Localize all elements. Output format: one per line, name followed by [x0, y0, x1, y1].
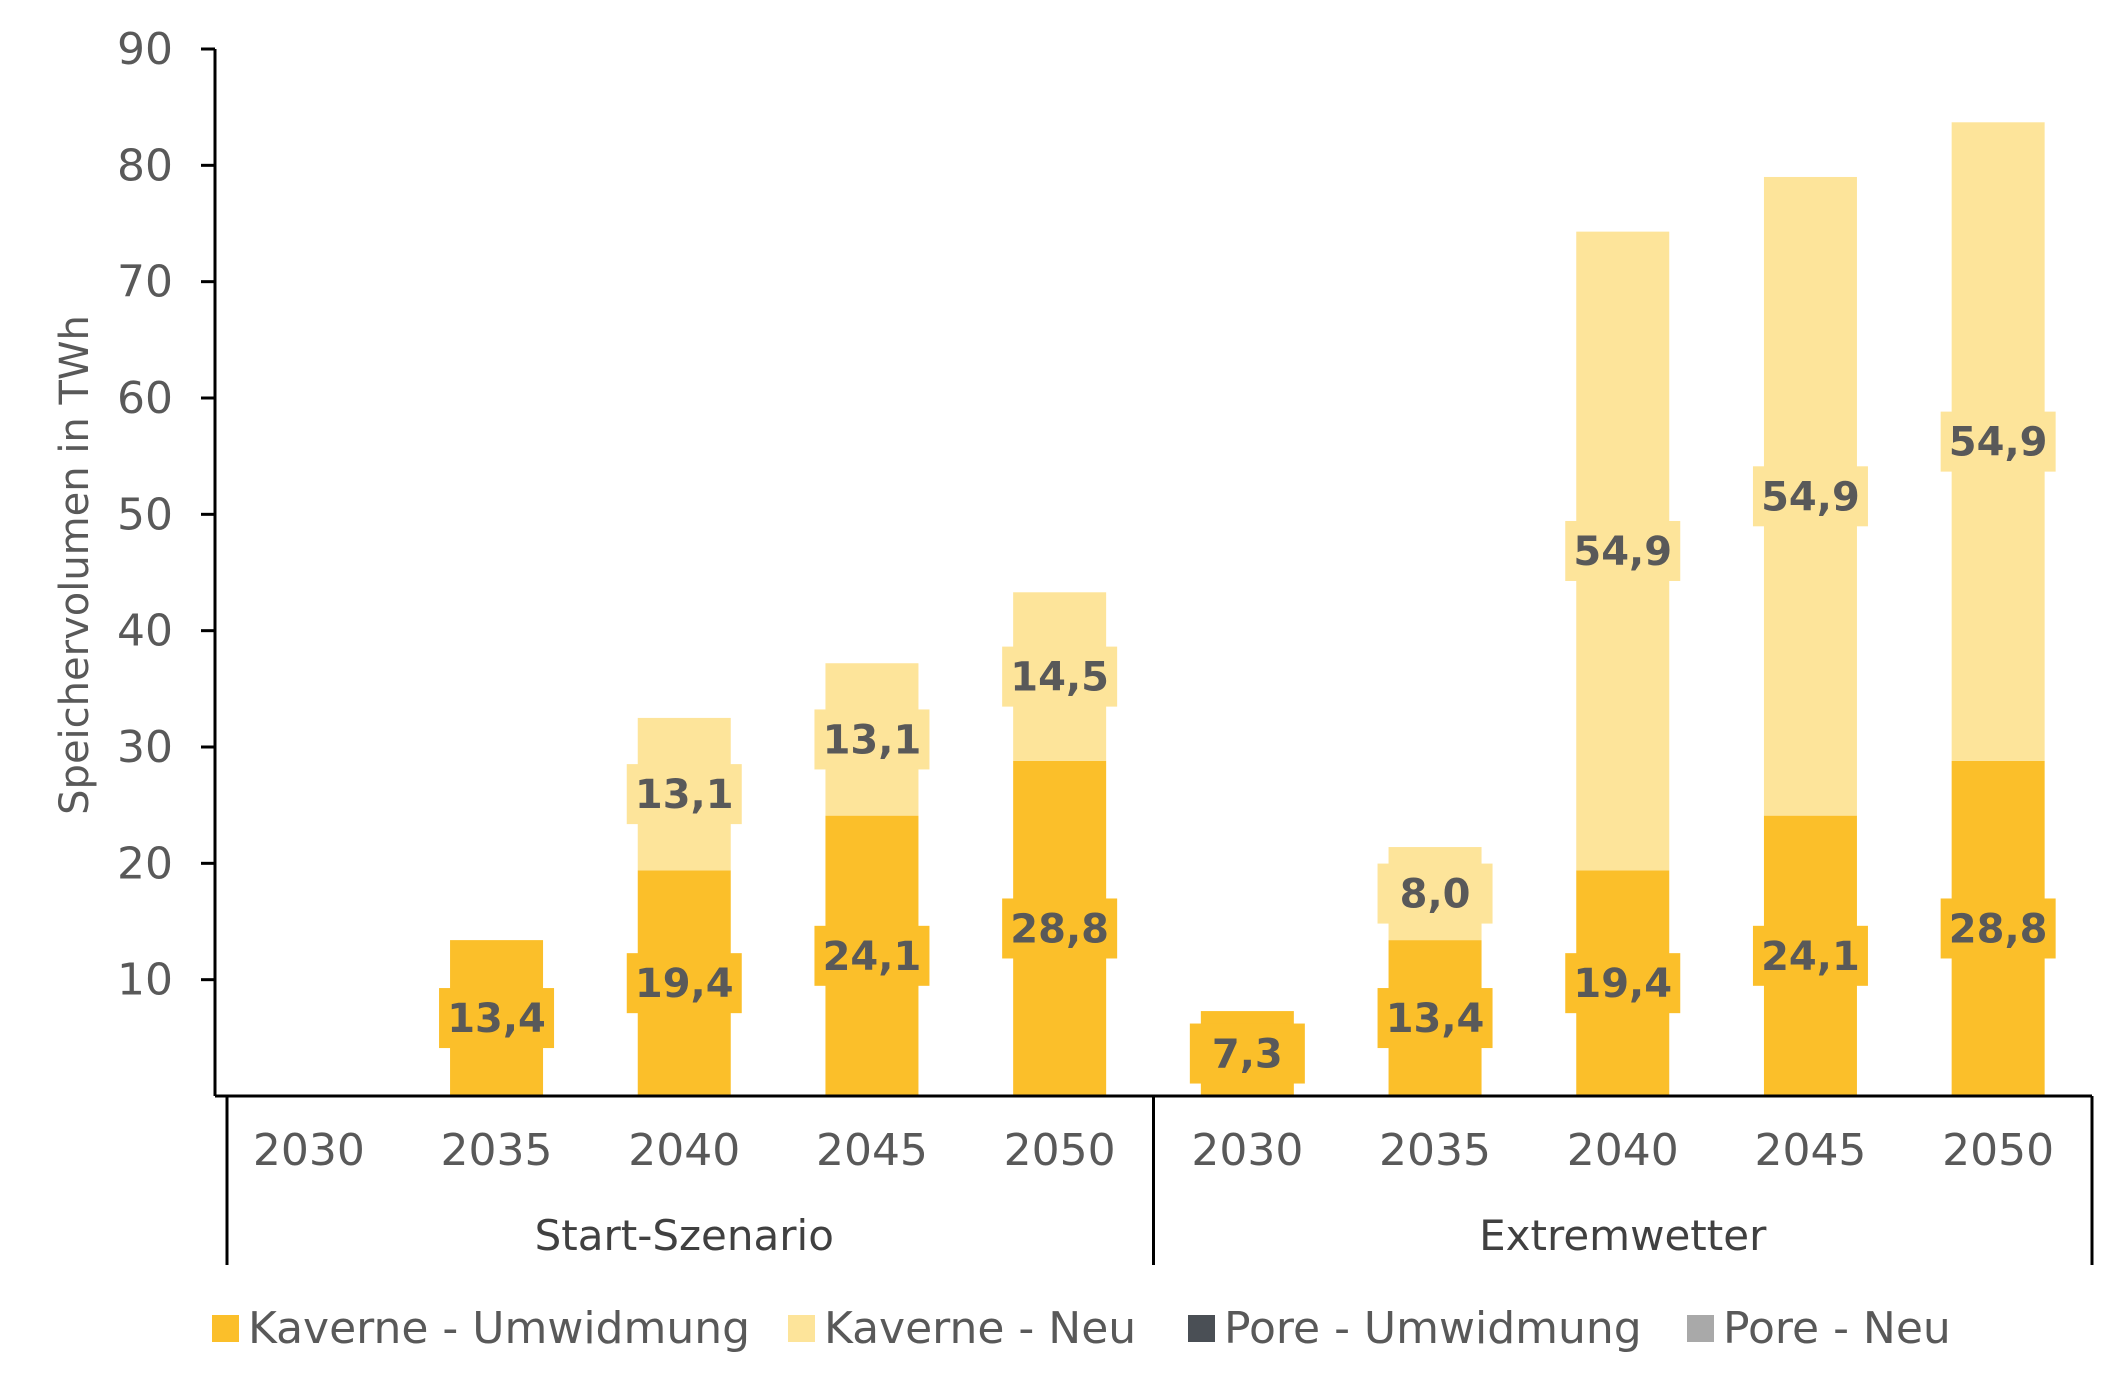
x-axis: 2030 2035 2040 2045 2050 Start-Szenario 2030 20…: [215, 1094, 2094, 1265]
x-tick-label: 2040: [628, 1125, 740, 1176]
data-label: 13,4: [447, 996, 546, 1042]
y-axis: 10 20 30 40 50 60 70 80 90: [117, 24, 217, 1096]
x-tick-label: 2030: [253, 1125, 365, 1176]
data-label: 54,9: [1573, 529, 1672, 575]
data-labels: 13,4 19,4 13,1 24,1 13,1 28,8 14,5 7,3 13,4 8,0 19…: [439, 411, 2056, 1084]
legend-swatch: [1188, 1315, 1215, 1342]
x-tick-label: 2050: [1942, 1125, 2054, 1176]
data-label: 14,5: [1010, 655, 1109, 701]
legend-label: Pore - Neu: [1723, 1303, 1951, 1354]
y-tick-label: 70: [117, 257, 173, 308]
legend-swatch: [212, 1315, 239, 1342]
data-label-box: [1752, 925, 1868, 986]
data-label: 19,4: [635, 961, 734, 1007]
y-tick-label: 10: [117, 955, 173, 1006]
data-label: 54,9: [1949, 420, 2048, 466]
data-label: 8,0: [1400, 872, 1471, 918]
data-label-box: [814, 925, 930, 986]
legend-label: Kaverne - Neu: [824, 1303, 1136, 1354]
data-label: 28,8: [1949, 906, 2048, 952]
data-label: 13,1: [635, 772, 734, 818]
data-label: 7,3: [1212, 1032, 1283, 1078]
data-label: 13,1: [823, 717, 922, 763]
data-label-box: [439, 988, 555, 1049]
data-label: 24,1: [1761, 934, 1860, 980]
y-tick-label: 50: [117, 489, 173, 540]
x-tick-label: 2040: [1567, 1125, 1679, 1176]
data-label-box: [1565, 520, 1681, 581]
x-tick-label: 2035: [1379, 1125, 1491, 1176]
data-label-box: [626, 953, 742, 1014]
legend-swatch: [1687, 1315, 1714, 1342]
data-label-box: [1565, 953, 1681, 1014]
data-label-box: [1940, 898, 2056, 959]
x-tick-label: 2035: [441, 1125, 553, 1176]
y-tick-label: 30: [117, 722, 173, 773]
data-label-box: [1940, 411, 2056, 472]
legend-swatch: [788, 1315, 815, 1342]
data-label-box: [1377, 988, 1493, 1049]
legend-label: Pore - Umwidmung: [1224, 1303, 1642, 1354]
y-tick-label: 40: [117, 606, 173, 657]
group-label: Extremwetter: [1479, 1211, 1767, 1260]
x-tick-label: 2050: [1004, 1125, 1116, 1176]
data-label: 28,8: [1010, 906, 1109, 952]
group-label: Start-Szenario: [535, 1211, 834, 1260]
data-label: 54,9: [1761, 474, 1860, 520]
y-tick-label: 90: [117, 24, 173, 75]
x-tick-label: 2045: [1754, 1125, 1866, 1176]
y-tick-label: 80: [117, 140, 173, 191]
y-tick-label: 20: [117, 838, 173, 889]
legend: Kaverne - Umwidmung Kaverne - Neu Pore - U…: [212, 1303, 1951, 1354]
x-tick-label: 2045: [816, 1125, 928, 1176]
y-tick-label: 60: [117, 373, 173, 424]
x-tick-label: 2030: [1191, 1125, 1303, 1176]
data-label-box: [626, 764, 742, 825]
legend-label: Kaverne - Umwidmung: [248, 1303, 750, 1354]
y-axis-title: Speichervolumen in TWh: [52, 315, 98, 815]
data-label: 19,4: [1573, 961, 1672, 1007]
data-label-box: [814, 709, 930, 770]
data-label-box: [1377, 863, 1493, 924]
data-label-box: [1002, 898, 1118, 959]
data-label-box: [1002, 646, 1118, 707]
data-label-box: [1189, 1023, 1305, 1084]
data-label-box: [1752, 466, 1868, 527]
data-label: 13,4: [1386, 996, 1485, 1042]
data-label: 24,1: [823, 934, 922, 980]
